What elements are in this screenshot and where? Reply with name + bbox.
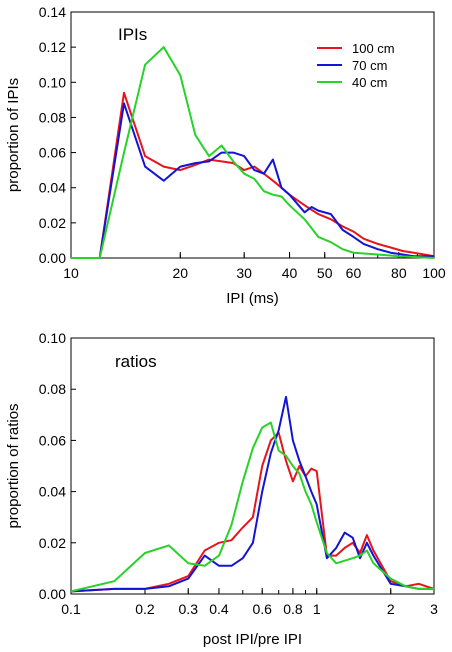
- legend-label-70-cm: 70 cm: [352, 58, 387, 73]
- y-tick-label: 0.10: [39, 330, 66, 346]
- x-tick-label: 0.1: [61, 601, 81, 617]
- y-tick-label: 0.12: [39, 39, 66, 55]
- legend-label-100-cm: 100 cm: [352, 41, 395, 56]
- plot-frame: [70, 11, 435, 259]
- x-tick-label: 2: [387, 601, 395, 617]
- x-tick-label: 60: [346, 265, 362, 281]
- series-line-100-cm: [70, 431, 435, 593]
- y-tick-label: 0.02: [39, 535, 66, 551]
- y-tick-label: 0.04: [39, 484, 66, 500]
- x-tick-label: 20: [172, 265, 188, 281]
- plot-frame: [70, 337, 435, 595]
- x-tick-label: 0.8: [283, 601, 303, 617]
- y-tick-label: 0.08: [39, 381, 66, 397]
- y-tick-label: 0.06: [39, 145, 66, 161]
- panel-title: IPIs: [118, 25, 147, 44]
- y-tick-label: 0.10: [39, 74, 66, 90]
- x-tick-label: 50: [317, 265, 333, 281]
- series-line-100-cm: [71, 91, 435, 259]
- x-tick-label: 1: [313, 601, 321, 617]
- panel-title: ratios: [115, 352, 157, 371]
- y-tick-label: 0.00: [39, 586, 66, 602]
- series-line-40-cm: [71, 46, 435, 259]
- y-tick-label: 0.08: [39, 109, 66, 125]
- y-tick-label: 0.14: [39, 4, 66, 20]
- y-tick-label: 0.04: [39, 180, 66, 196]
- legend: 100 cm 70 cm 40 cm: [317, 41, 395, 90]
- x-tick-label: 30: [236, 265, 252, 281]
- x-tick-label: 100: [422, 265, 446, 281]
- y-tick-label: 0.00: [39, 250, 66, 266]
- chart-panel-2: 0.00 0.02 0.04 0.06 0.08 0.10 0.1 0.2 0.3 0.4 0.6 0…: [5, 330, 438, 648]
- x-tick-label: 0.3: [179, 601, 199, 617]
- x-tick-label: 10: [63, 265, 79, 281]
- y-tick-label: 0.02: [39, 215, 66, 231]
- y-axis-label: proportion of ratios: [5, 403, 22, 528]
- x-tick-label: 0.6: [252, 601, 272, 617]
- y-tick-label: 0.06: [39, 432, 66, 448]
- chart-panel-1: 0.00 0.02 0.04 0.06 0.08 0.10 0.12 0.14 10 20 30 40…: [5, 4, 446, 307]
- x-tick-label: 0.2: [135, 601, 155, 617]
- x-axis-label: post IPI/pre IPI: [203, 631, 302, 648]
- y-axis-label: proportion of IPIs: [5, 78, 22, 192]
- series-line-70-cm: [71, 102, 434, 259]
- series-line-40-cm: [70, 421, 434, 593]
- x-tick-label: 40: [282, 265, 298, 281]
- x-tick-label: 80: [391, 265, 407, 281]
- x-tick-label: 3: [430, 601, 438, 617]
- x-axis-label: IPI (ms): [226, 290, 279, 307]
- x-tick-label: 0.4: [209, 601, 229, 617]
- series-line-70-cm: [70, 395, 434, 593]
- legend-label-40-cm: 40 cm: [352, 75, 387, 90]
